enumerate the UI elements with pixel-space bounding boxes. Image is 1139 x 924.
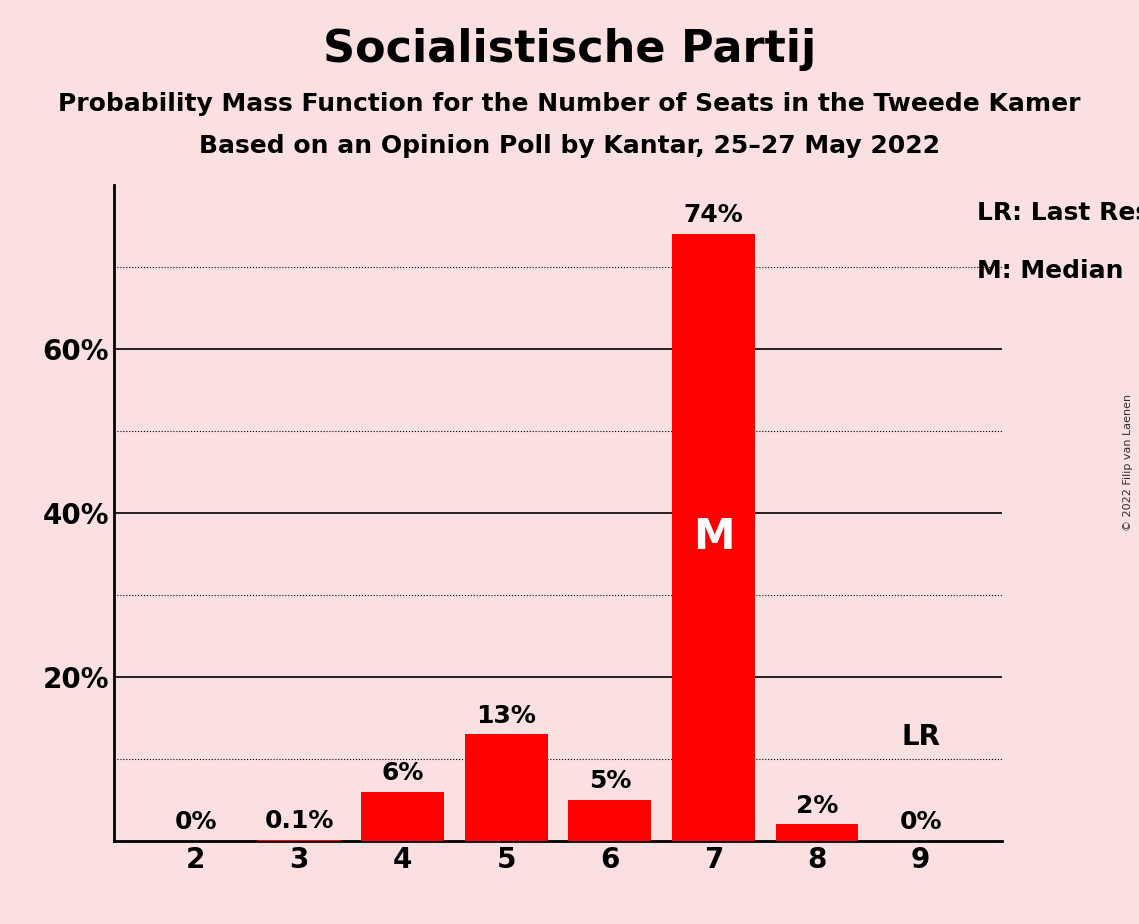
Text: LR: Last Result: LR: Last Result bbox=[977, 201, 1139, 225]
Text: Based on an Opinion Poll by Kantar, 25–27 May 2022: Based on an Opinion Poll by Kantar, 25–2… bbox=[199, 134, 940, 158]
Text: 0%: 0% bbox=[900, 810, 942, 834]
Bar bbox=[361, 792, 444, 841]
Text: 0%: 0% bbox=[174, 810, 216, 834]
Bar bbox=[672, 234, 755, 841]
Text: 5%: 5% bbox=[589, 770, 631, 794]
Text: © 2022 Filip van Laenen: © 2022 Filip van Laenen bbox=[1123, 394, 1133, 530]
Text: Probability Mass Function for the Number of Seats in the Tweede Kamer: Probability Mass Function for the Number… bbox=[58, 92, 1081, 116]
Text: 6%: 6% bbox=[382, 761, 424, 785]
Text: M: M bbox=[693, 517, 735, 558]
Text: 74%: 74% bbox=[683, 203, 744, 227]
Bar bbox=[776, 824, 859, 841]
Text: 2%: 2% bbox=[796, 794, 838, 818]
Bar bbox=[568, 800, 652, 841]
Text: Socialistische Partij: Socialistische Partij bbox=[322, 28, 817, 71]
Text: M: Median: M: Median bbox=[977, 259, 1124, 283]
Text: 0.1%: 0.1% bbox=[264, 809, 334, 833]
Text: 13%: 13% bbox=[476, 704, 536, 728]
Text: LR: LR bbox=[901, 723, 940, 750]
Bar bbox=[465, 735, 548, 841]
